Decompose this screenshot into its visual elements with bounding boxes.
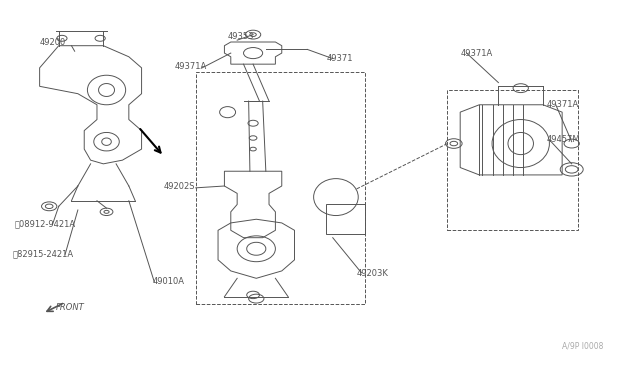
Text: 49202S: 49202S (164, 182, 195, 191)
Text: FRONT: FRONT (56, 303, 84, 312)
Bar (196, 71, 365, 304)
Bar (326, 205, 365, 234)
Text: 49457M: 49457M (546, 135, 580, 144)
Bar (447, 90, 578, 230)
Text: 49200: 49200 (40, 38, 66, 46)
Text: 49371A: 49371A (175, 61, 207, 71)
Text: 49203K: 49203K (357, 269, 389, 278)
Text: 49371A: 49371A (460, 49, 492, 58)
Text: A/9P I0008: A/9P I0008 (562, 341, 604, 350)
Text: Ⓚ82915-2421A: Ⓚ82915-2421A (13, 250, 74, 259)
Text: 49371A: 49371A (546, 100, 579, 109)
Text: 49010A: 49010A (153, 278, 185, 286)
Text: 49371: 49371 (326, 54, 353, 63)
Text: 49353: 49353 (228, 32, 254, 41)
Text: Ⓗ08912-9421A: Ⓗ08912-9421A (14, 219, 76, 228)
